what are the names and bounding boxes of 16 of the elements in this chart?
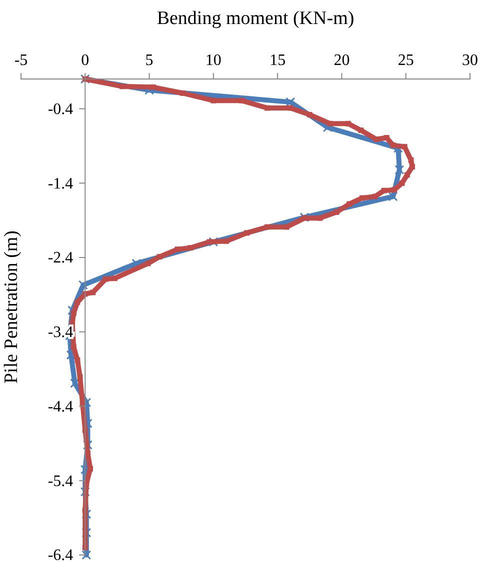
- x-tick-label: 20: [334, 52, 350, 69]
- x-tick-label: 5: [145, 52, 154, 69]
- x-tick-label: 25: [398, 52, 414, 69]
- y-tick-label: -6.4: [48, 547, 74, 562]
- x-tick-label: 0: [81, 52, 90, 69]
- x-tick-label: -5: [14, 52, 28, 69]
- x-tick-label: 10: [205, 52, 222, 69]
- y-tick-label: -5.4: [48, 472, 74, 490]
- y-axis-title: Pile Penetration (m): [1, 230, 22, 384]
- y-tick-label: -2.4: [48, 250, 74, 267]
- x-tick-label: 15: [270, 52, 286, 69]
- y-tick-label: -1.4: [48, 175, 74, 192]
- y-tick-label: -0.4: [48, 100, 74, 118]
- x-axis-title: Bending moment (KN-m): [156, 8, 354, 29]
- y-tick-label: -4.4: [48, 398, 74, 416]
- x-tick-label: 30: [462, 52, 478, 69]
